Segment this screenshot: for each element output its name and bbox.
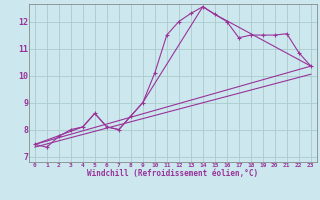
X-axis label: Windchill (Refroidissement éolien,°C): Windchill (Refroidissement éolien,°C): [87, 169, 258, 178]
